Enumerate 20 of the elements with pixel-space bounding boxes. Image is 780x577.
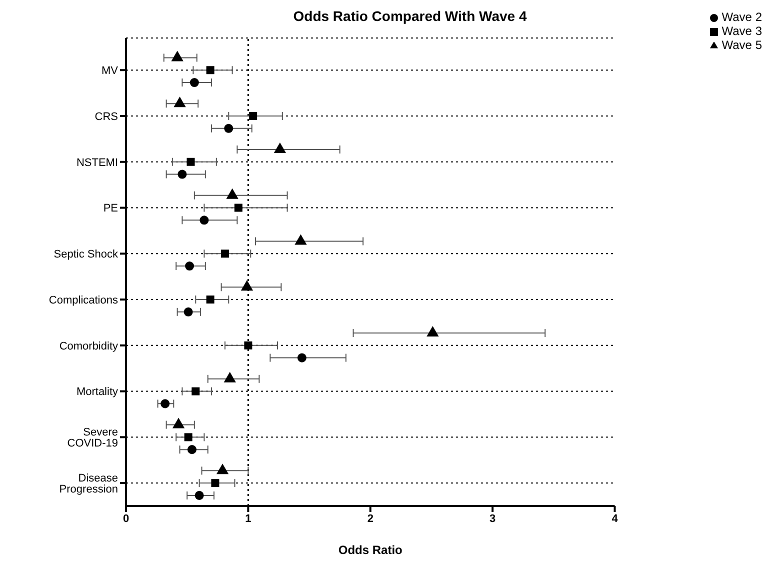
y-tick-label: Severe COVID-19 bbox=[67, 426, 118, 450]
x-tick-label: 3 bbox=[490, 512, 496, 525]
x-tick-label: 0 bbox=[122, 512, 130, 525]
y-tick-label: Mortality bbox=[76, 386, 118, 398]
y-tick-label: PE bbox=[103, 202, 118, 215]
legend-label: Wave 5 bbox=[722, 38, 762, 52]
y-tick-label: NSTEMI bbox=[76, 156, 118, 169]
x-tick-label: 1 bbox=[245, 512, 252, 525]
y-tick-label: CRS bbox=[94, 110, 118, 123]
x-tick-label: 2 bbox=[367, 512, 374, 525]
y-tick-label: Disease Progression bbox=[59, 472, 118, 496]
legend-label: Wave 2 bbox=[722, 10, 762, 24]
x-tick-label: 4 bbox=[612, 512, 619, 525]
y-tick-label: Septic Shock bbox=[54, 248, 118, 261]
y-tick-label: MV bbox=[102, 65, 119, 78]
y-tick-label: Comorbidity bbox=[59, 340, 118, 352]
x-axis-title: Odds Ratio bbox=[338, 543, 402, 557]
chart-title: Odds Ratio Compared With Wave 4 bbox=[293, 8, 527, 24]
legend-label: Wave 3 bbox=[722, 24, 762, 38]
y-tick-label: Complications bbox=[48, 294, 118, 306]
